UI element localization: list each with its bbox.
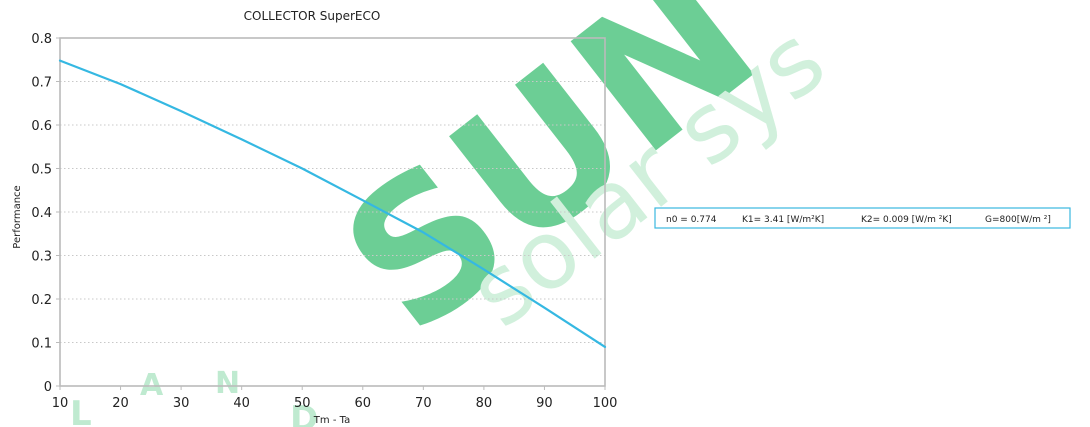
y-tick-label: 0 (44, 380, 52, 395)
series-layer (58, 59, 607, 348)
x-axis-label: Tm - Ta (313, 415, 350, 426)
x-tick-label: 100 (593, 396, 618, 411)
y-tick-label: 0.1 (31, 337, 52, 352)
parameter-box-border (654, 207, 1071, 229)
param-n0: n0 = 0.774 (666, 215, 717, 225)
param-k2: K2= 0.009 [W/m ²K] (861, 215, 952, 225)
y-axis-ticks: 0 0.1 0.2 0.3 0.4 0.5 0.6 0.7 0.8 (31, 32, 60, 395)
watermark-letter-l: L (70, 394, 92, 427)
watermark-letter-d: D (290, 399, 318, 427)
y-tick-label: 0.2 (31, 293, 52, 308)
y-tick-label: 0.5 (31, 163, 52, 178)
x-axis-ticks: 10 20 30 40 50 60 70 80 90 100 (52, 386, 618, 411)
y-axis-label: Performance (12, 185, 23, 248)
x-tick-label: 20 (112, 396, 129, 411)
x-tick-label: 60 (355, 396, 372, 411)
performance-chart: COLLECTOR SuperECO 0 0.1 0.2 0.3 0.4 0.5 0.6 0.… (12, 9, 617, 426)
x-tick-label: 70 (415, 396, 432, 411)
x-tick-label: 30 (173, 396, 190, 411)
x-tick-label: 80 (476, 396, 493, 411)
chart-title: COLLECTOR SuperECO (244, 9, 381, 23)
x-tick-label: 40 (233, 396, 250, 411)
param-g: G=800[W/m ²] (985, 215, 1051, 225)
y-tick-label: 0.6 (31, 119, 52, 134)
series-line-0 (58, 59, 607, 348)
parameter-legend-box: n0 = 0.774 K1= 3.41 [W/m²K] K2= 0.009 [W… (654, 207, 1071, 229)
param-k1: K1= 3.41 [W/m²K] (742, 215, 824, 225)
y-tick-label: 0.7 (31, 76, 52, 91)
gridlines (60, 81, 605, 343)
y-tick-label: 0.4 (31, 206, 52, 221)
y-tick-label: 0.3 (31, 250, 52, 265)
x-tick-label: 50 (294, 396, 311, 411)
x-tick-label: 10 (52, 396, 69, 411)
y-tick-label: 0.8 (31, 32, 52, 47)
x-tick-label: 90 (536, 396, 553, 411)
watermark-letter-n: N (215, 366, 240, 401)
